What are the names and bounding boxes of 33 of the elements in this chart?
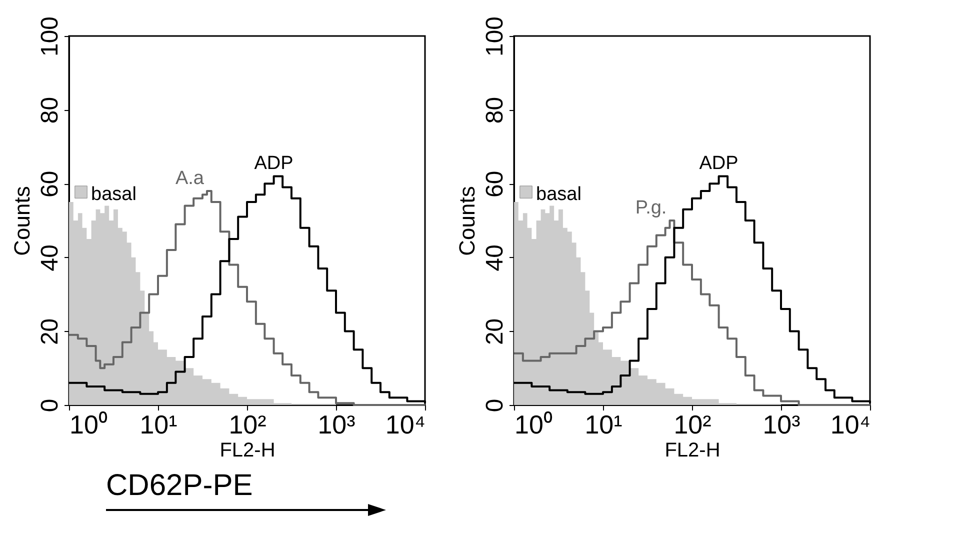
y-tick-label: 60 <box>36 170 64 198</box>
legend-label: basal <box>91 184 136 206</box>
y-tick-label: 40 <box>36 244 64 272</box>
x-tick-label: 10⁰ <box>70 410 108 440</box>
y-tick-label: 80 <box>482 96 508 124</box>
x-tick-label: 10⁴ <box>385 410 426 440</box>
x-axis-title: FL2-H <box>220 440 276 462</box>
y-tick-label: 60 <box>482 170 508 198</box>
legend-label: basal <box>536 184 582 206</box>
y-tick-label: 20 <box>36 318 64 346</box>
y-tick-label: 100 <box>36 16 64 57</box>
y-tick-label: 100 <box>482 16 508 57</box>
y-tick-label: 0 <box>36 398 64 412</box>
y-axis-title: Counts <box>10 186 34 256</box>
x-tick-label: 10³ <box>318 410 356 440</box>
x-tick-label: 10² <box>228 410 267 440</box>
text: CD62P-PE <box>106 469 253 503</box>
series-label: ADP <box>699 153 738 174</box>
x-tick-label: 10¹ <box>584 410 623 440</box>
series-label: ADP <box>254 153 294 174</box>
series-label: P.g. <box>635 198 667 218</box>
y-tick-label: 0 <box>482 398 508 412</box>
x-axis-title: FL2-H <box>664 440 720 462</box>
y-axis-title: Counts <box>454 186 480 256</box>
x-tick-label: 10² <box>674 410 712 440</box>
series-label: A.a <box>175 168 204 189</box>
x-tick-label: 10³ <box>762 410 801 440</box>
y-tick-label: 20 <box>482 318 508 346</box>
x-tick-label: 10⁴ <box>830 410 870 440</box>
y-tick-label: 80 <box>36 96 64 124</box>
x-tick-label: 10¹ <box>140 410 178 440</box>
x-tick-label: 10⁰ <box>514 410 552 440</box>
y-tick-label: 40 <box>482 244 508 272</box>
